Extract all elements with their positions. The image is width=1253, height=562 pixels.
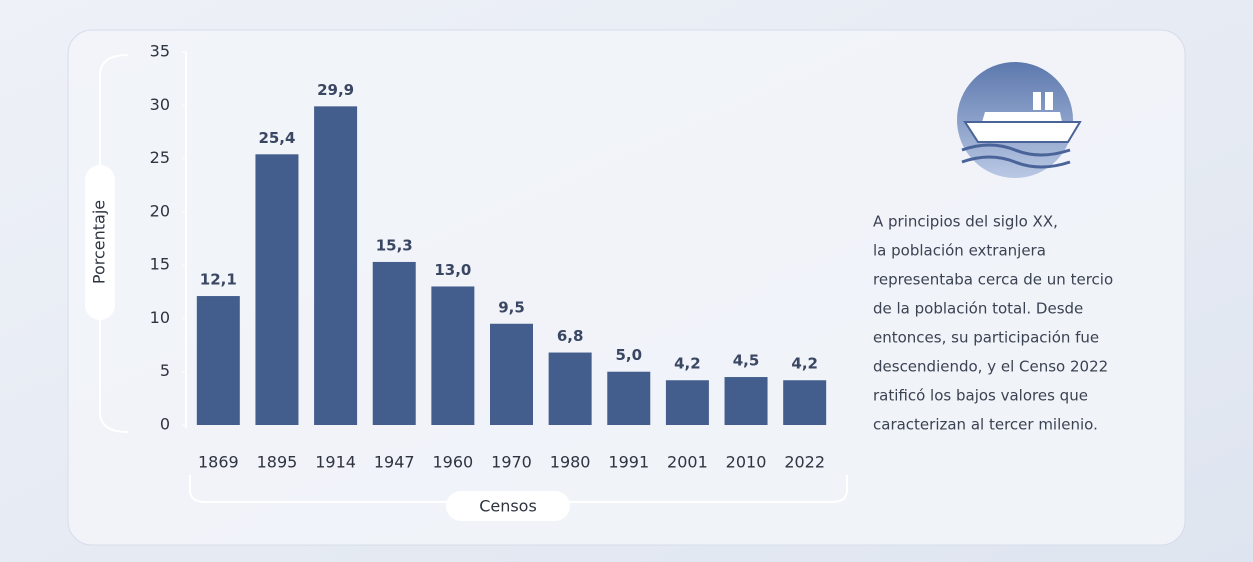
x-tick-label: 2022: [784, 453, 825, 472]
x-tick-label: 1869: [198, 453, 239, 472]
y-axis-label: Porcentaje: [90, 200, 109, 284]
annotation-line: entonces, su participación fue: [873, 329, 1099, 347]
ship-icon: [957, 62, 1082, 178]
value-label: 15,3: [376, 236, 413, 254]
x-tick-label: 1991: [608, 453, 649, 472]
annotation-line: la población extranjera: [873, 242, 1046, 260]
value-label: 4,2: [674, 355, 701, 373]
value-label: 5,0: [615, 346, 642, 364]
bar: [548, 352, 592, 425]
annotation-line: ratificó los bajos valores que: [873, 387, 1088, 405]
bar: [490, 323, 533, 425]
bar: [431, 286, 475, 425]
y-tick-label: 5: [160, 361, 170, 380]
value-label: 13,0: [434, 261, 471, 279]
bar: [783, 380, 827, 425]
bar: [196, 296, 240, 425]
y-tick-label: 25: [150, 148, 170, 167]
value-label: 9,5: [498, 298, 525, 316]
bar: [607, 371, 651, 425]
x-tick-label: 1980: [550, 453, 591, 472]
x-tick-label: 2001: [667, 453, 708, 472]
value-label: 12,1: [200, 271, 237, 289]
annotation-line: representaba cerca de un tercio: [873, 271, 1113, 289]
x-tick-label: 1947: [374, 453, 415, 472]
value-label: 4,2: [791, 355, 818, 373]
x-tick-label: 1970: [491, 453, 532, 472]
y-tick-label: 10: [150, 308, 170, 327]
value-label: 6,8: [557, 327, 584, 345]
x-tick-label: 1960: [433, 453, 474, 472]
x-axis-label: Censos: [479, 497, 537, 516]
y-tick-label: 0: [160, 415, 170, 434]
x-tick-label: 1895: [257, 453, 298, 472]
y-tick-label: 35: [150, 42, 170, 61]
annotation-line: caracterizan al tercer milenio.: [873, 416, 1098, 434]
value-label: 4,5: [733, 352, 760, 370]
y-label-pill: [85, 165, 115, 320]
bar: [724, 377, 768, 425]
bar: [314, 106, 358, 425]
x-tick-label: 2010: [726, 453, 767, 472]
y-tick-label: 20: [150, 201, 170, 220]
bar: [255, 154, 299, 425]
value-label: 29,9: [317, 81, 354, 99]
x-tick-label: 1914: [315, 453, 356, 472]
y-tick-label: 15: [150, 255, 170, 274]
y-tick-label: 30: [150, 95, 170, 114]
annotation-line: de la población total. Desde: [873, 300, 1083, 318]
value-label: 25,4: [258, 129, 295, 147]
bar: [665, 380, 709, 425]
x-label-pill: [446, 491, 570, 521]
annotation-line: A principios del siglo XX,: [873, 213, 1058, 231]
annotation-line: descendiendo, y el Censo 2022: [873, 358, 1108, 376]
bar: [372, 261, 416, 425]
